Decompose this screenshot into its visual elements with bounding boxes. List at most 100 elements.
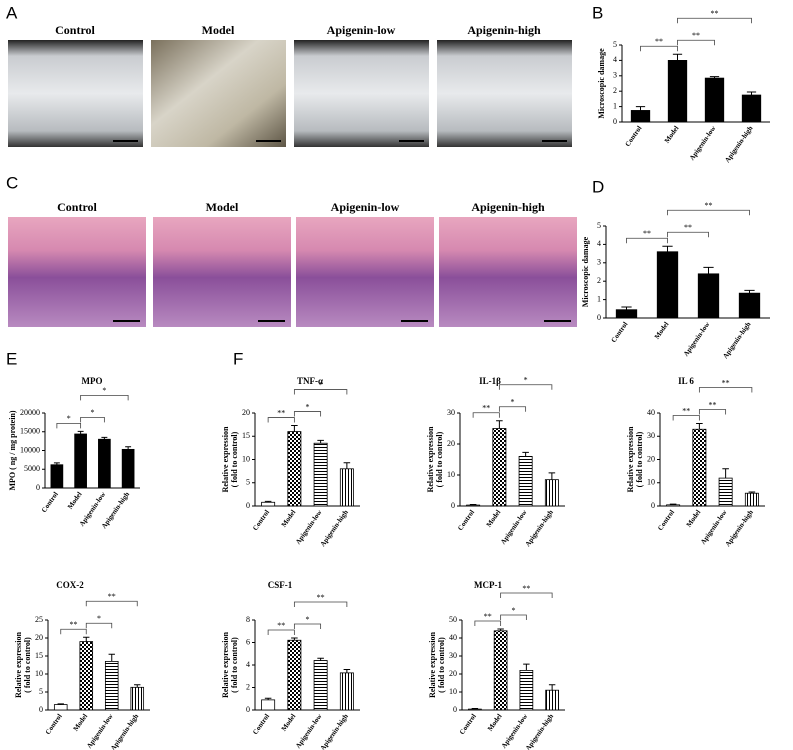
photo-label: Apigenin-low bbox=[331, 200, 400, 214]
y-tick-label: 40 bbox=[647, 408, 655, 417]
y-tick-label: 3 bbox=[597, 258, 601, 267]
y-tick-label: 15 bbox=[35, 651, 43, 660]
chart-title: CSF-1 bbox=[268, 580, 293, 590]
bar bbox=[741, 94, 762, 123]
significance-bracket bbox=[640, 45, 678, 52]
significance-label: ** bbox=[722, 378, 730, 387]
photo-histology bbox=[153, 217, 291, 327]
error-bar bbox=[101, 436, 108, 440]
error-bar bbox=[496, 420, 503, 429]
error-bar bbox=[317, 657, 324, 661]
bar bbox=[50, 464, 64, 489]
y-tick-label: 1 bbox=[597, 294, 601, 303]
bar bbox=[692, 428, 707, 507]
bar bbox=[79, 641, 94, 711]
x-tick-label: Apigenin-high bbox=[319, 508, 350, 548]
significance-bracket bbox=[698, 409, 727, 415]
bar bbox=[313, 442, 328, 507]
significance-label: ** bbox=[277, 408, 285, 417]
bar bbox=[630, 110, 651, 123]
significance-bracket bbox=[293, 411, 322, 417]
y-tick-label: 2 bbox=[246, 682, 250, 691]
significance-label: * bbox=[91, 408, 95, 417]
error-bar bbox=[83, 636, 90, 642]
significance-label: ** bbox=[705, 201, 713, 210]
chart-title: MCP-1 bbox=[474, 580, 502, 590]
chart-title: TNF-α bbox=[297, 376, 323, 386]
significance-label: ** bbox=[484, 612, 492, 621]
y-tick-label: 20 bbox=[242, 408, 250, 417]
x-tick-label: Apigenin-high bbox=[319, 712, 350, 750]
error-bar bbox=[291, 425, 298, 432]
significance-bracket bbox=[472, 412, 500, 418]
panel-letter: C bbox=[6, 173, 18, 192]
error-bar bbox=[343, 462, 351, 469]
y-tick-label: 4 bbox=[613, 55, 617, 64]
photo-label: Control bbox=[57, 200, 97, 214]
significance-bracket bbox=[85, 622, 113, 629]
y-tick-label: 20 bbox=[449, 669, 457, 678]
y-tick-label: 0 bbox=[36, 483, 40, 492]
significance-bracket bbox=[498, 384, 553, 390]
bar bbox=[261, 501, 276, 507]
significance-label: * bbox=[306, 402, 310, 411]
x-tick-label: Model bbox=[280, 712, 298, 732]
y-tick-label: 20 bbox=[447, 439, 455, 448]
error-bar bbox=[669, 503, 677, 505]
error-bar bbox=[744, 289, 755, 294]
error-bar bbox=[746, 91, 757, 96]
significance-bracket bbox=[500, 592, 553, 598]
x-tick-label: Control bbox=[456, 508, 476, 532]
significance-label: ** bbox=[482, 404, 490, 413]
x-tick-label: Control bbox=[251, 712, 271, 736]
y-tick-label: 5 bbox=[597, 221, 601, 230]
y-tick-label: 25 bbox=[35, 615, 43, 624]
chart-title: COX-2 bbox=[56, 580, 84, 590]
x-tick-label: Control bbox=[40, 490, 60, 514]
significance-bracket bbox=[698, 387, 753, 393]
bar bbox=[261, 699, 276, 711]
significance-bracket bbox=[60, 628, 87, 635]
y-axis-label: ( fold to control) bbox=[23, 637, 32, 693]
error-bar bbox=[696, 422, 703, 430]
bar bbox=[130, 686, 145, 711]
photo-label: Apigenin-high bbox=[467, 23, 541, 37]
bar bbox=[468, 708, 482, 711]
significance-bracket bbox=[293, 389, 348, 395]
y-tick-label: 3 bbox=[613, 71, 617, 80]
photo-histology bbox=[296, 217, 434, 327]
bar bbox=[492, 428, 507, 507]
panel-letter: B bbox=[592, 3, 603, 22]
y-tick-label: 0 bbox=[651, 501, 655, 510]
significance-bracket bbox=[677, 17, 752, 24]
photo-histology bbox=[8, 217, 146, 327]
y-tick-label: 10 bbox=[242, 454, 250, 463]
error-bar bbox=[548, 472, 556, 480]
y-tick-label: 20000 bbox=[20, 408, 40, 417]
significance-label: ** bbox=[70, 620, 78, 629]
y-axis-label: ( fold to control) bbox=[230, 431, 239, 487]
x-tick-label: Control bbox=[458, 712, 478, 736]
significance-bracket bbox=[80, 416, 105, 423]
y-axis-label: ( fold to control) bbox=[635, 431, 644, 487]
error-bar bbox=[548, 684, 556, 691]
bar bbox=[287, 639, 302, 711]
significance-label: ** bbox=[655, 37, 663, 46]
significance-bracket bbox=[474, 620, 502, 626]
bar bbox=[544, 479, 559, 507]
y-tick-label: 0 bbox=[613, 117, 617, 126]
y-axis-label: ( fold to control) bbox=[437, 637, 446, 693]
y-tick-label: 2 bbox=[597, 276, 601, 285]
y-tick-label: 8 bbox=[246, 615, 250, 624]
error-bar bbox=[317, 439, 324, 444]
y-tick-label: 40 bbox=[449, 633, 457, 642]
bar bbox=[466, 504, 481, 507]
significance-bracket bbox=[498, 406, 527, 412]
significance-bracket bbox=[293, 623, 322, 629]
significance-label: ** bbox=[277, 621, 285, 630]
photo-intestine bbox=[8, 40, 143, 147]
bar bbox=[667, 60, 688, 123]
error-bar bbox=[621, 306, 632, 310]
error-bar bbox=[709, 76, 720, 79]
